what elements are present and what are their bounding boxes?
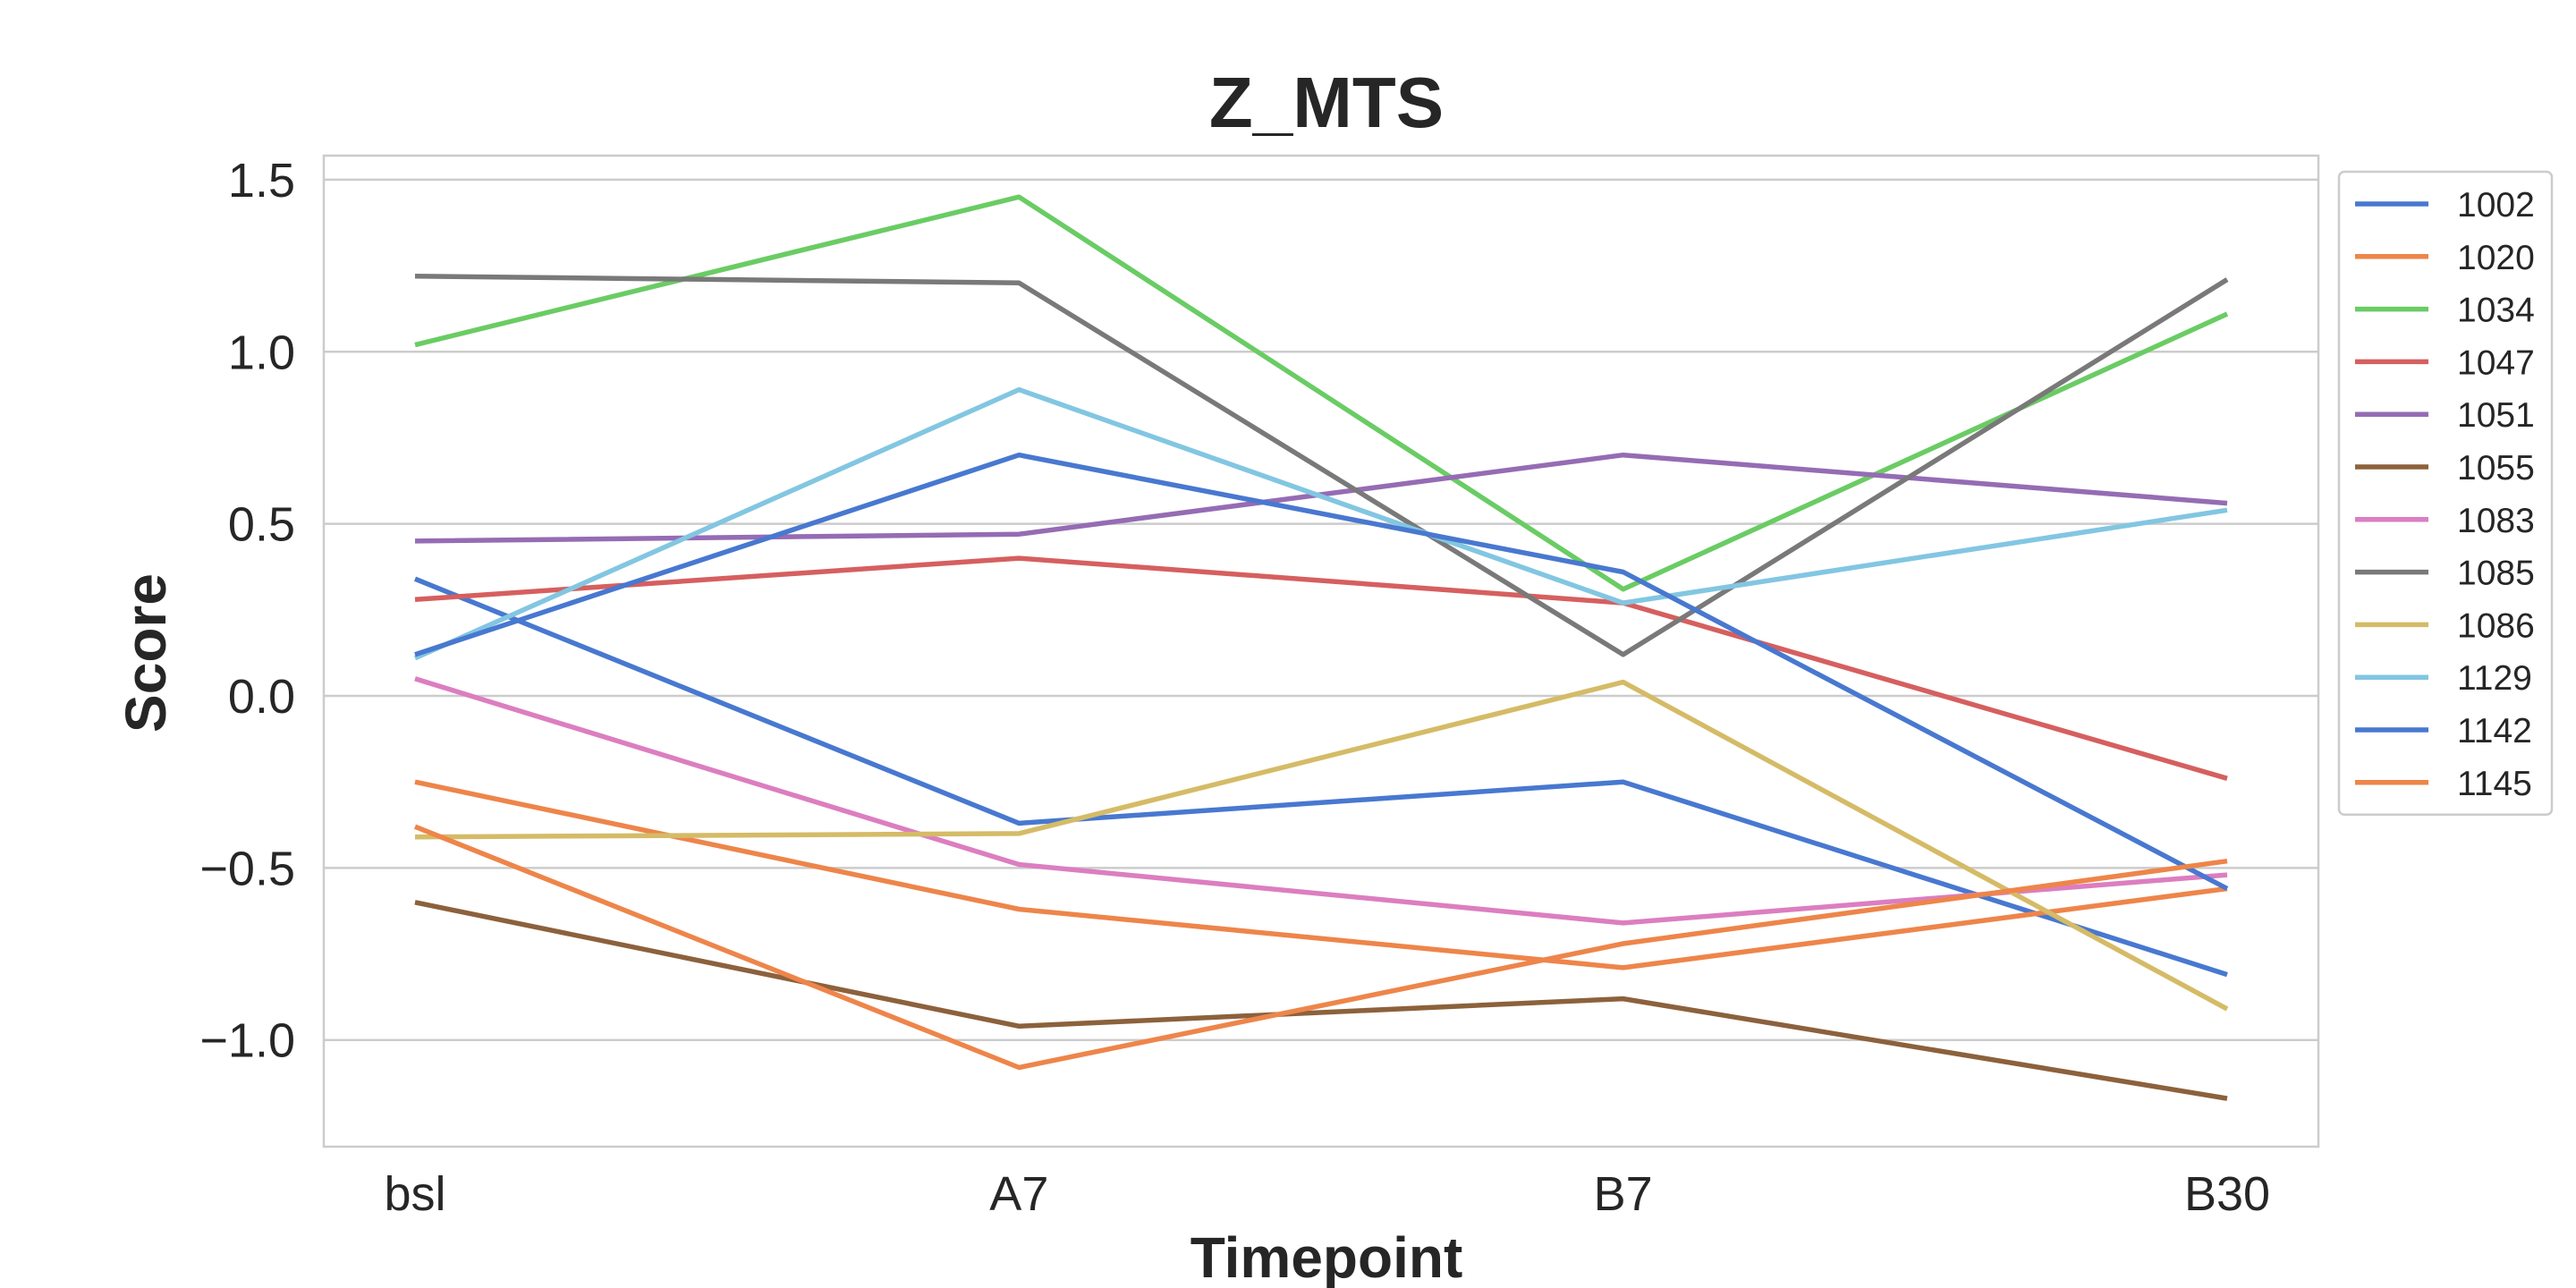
series-line-1129 <box>413 386 2228 661</box>
legend-label: 1055 <box>2457 449 2535 487</box>
legend-label: 1051 <box>2457 396 2535 435</box>
y-tick-label: −0.5 <box>199 842 295 895</box>
series-line-1055 <box>414 900 2228 1101</box>
x-tick-label: bsl <box>384 1167 445 1221</box>
legend-item: 1002 <box>2355 186 2535 225</box>
legend-label: 1002 <box>2457 186 2535 225</box>
series-line-1142 <box>414 452 2229 891</box>
legend-label: 1145 <box>2457 765 2532 803</box>
x-tick-label: B7 <box>1594 1167 1653 1221</box>
y-tick-label: 1.5 <box>228 154 295 208</box>
legend-label: 1142 <box>2457 712 2532 750</box>
x-axis-label: Timepoint <box>1191 1225 1463 1288</box>
legend-label: 1086 <box>2457 606 2535 645</box>
series-line-1083 <box>414 676 2228 926</box>
legend-label: 1129 <box>2457 659 2532 698</box>
legend-label: 1047 <box>2457 343 2535 382</box>
series-line-1020 <box>414 779 2228 970</box>
legend-box <box>2337 170 2554 817</box>
legend-item: 1086 <box>2355 606 2535 645</box>
y-tick-label: 1.0 <box>228 326 295 379</box>
legend-label: 1085 <box>2457 555 2535 593</box>
y-tick-label: 0.5 <box>228 498 295 552</box>
legend-item: 1020 <box>2355 239 2535 277</box>
legend-item: 1047 <box>2355 343 2535 382</box>
chart-title: Z_MTS <box>1209 63 1444 142</box>
y-tick-label: −1.0 <box>199 1014 295 1068</box>
series-line-1086 <box>414 679 2229 1012</box>
series-line-1145 <box>413 824 2228 1071</box>
gridlines <box>324 178 2318 1041</box>
legend-item: 1145 <box>2355 765 2532 803</box>
series-line-1047 <box>414 555 2228 781</box>
legend-item: 1085 <box>2355 555 2535 593</box>
legend-label: 1020 <box>2457 239 2535 277</box>
y-tick-label: 0.0 <box>228 670 295 724</box>
series-lines <box>413 194 2229 1101</box>
legend-item: 1055 <box>2355 449 2535 487</box>
legend-item: 1034 <box>2355 292 2535 330</box>
legend-items: 1002 1020 1034 1047 1051 1055 1083 1085 1086 1129… <box>2355 186 2535 803</box>
series-line-1002 <box>413 576 2228 978</box>
x-tick-label: A7 <box>989 1167 1048 1221</box>
legend-label: 1083 <box>2457 502 2535 540</box>
legend-item: 1051 <box>2355 396 2535 435</box>
y-axis-ticks: −1.0 −0.5 0.0 0.5 1.0 1.5 <box>199 154 295 1068</box>
x-axis-ticks: bsl A7 B7 B30 <box>384 1167 2270 1221</box>
legend: 1002 1020 1034 1047 1051 1055 1083 1085 1086 1129… <box>2337 170 2554 817</box>
legend-item: 1142 <box>2355 712 2532 750</box>
y-axis-label: Score <box>114 573 178 733</box>
series-line-1085 <box>414 273 2229 657</box>
x-tick-label: B30 <box>2184 1167 2270 1221</box>
plot-area <box>322 154 2320 1148</box>
series-line-1034 <box>414 194 2229 592</box>
legend-item: 1129 <box>2355 659 2532 698</box>
legend-item: 1083 <box>2355 502 2535 540</box>
legend-label: 1034 <box>2457 292 2535 330</box>
